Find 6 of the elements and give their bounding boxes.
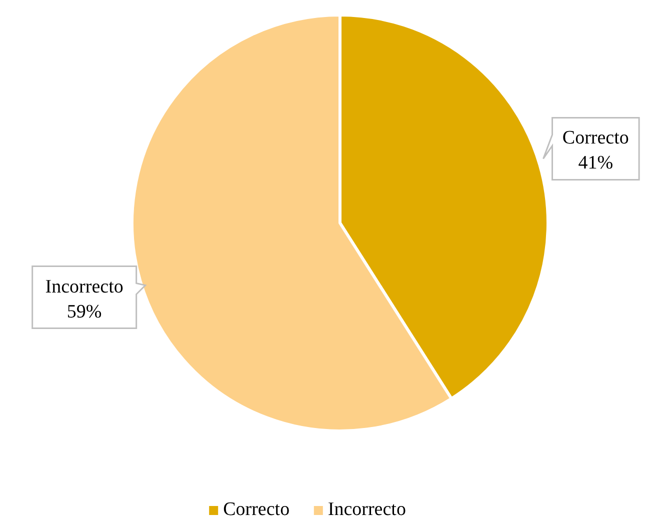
legend-label: Incorrecto [328,499,406,520]
slice-label: Incorrecto [45,276,124,298]
data-label: 59% [66,301,102,322]
slice-label: Correcto [562,128,629,149]
legend-label: Correcto [223,499,290,520]
data-label: 41% [578,152,614,174]
